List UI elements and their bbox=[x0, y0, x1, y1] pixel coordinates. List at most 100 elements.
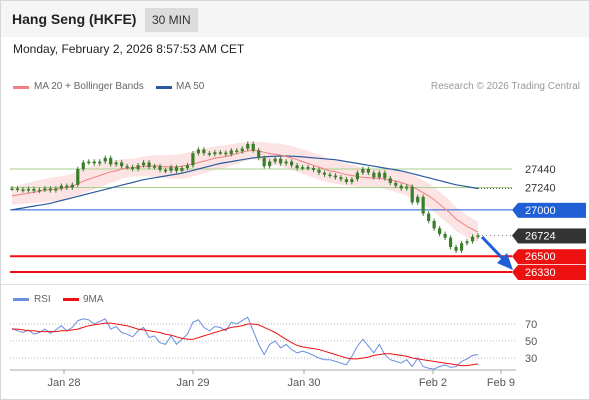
x-tick-label: Jan 29 bbox=[176, 377, 209, 389]
price-candle bbox=[207, 153, 211, 155]
price-candle bbox=[427, 213, 431, 221]
rsi-tick-70: 70 bbox=[525, 319, 537, 331]
price-candle bbox=[169, 167, 173, 171]
price-candle bbox=[284, 161, 288, 164]
price-candle bbox=[59, 185, 63, 189]
price-candle bbox=[70, 184, 74, 188]
level-label-pointer-26500 bbox=[512, 249, 518, 265]
price-candle bbox=[394, 182, 398, 186]
rsi-ma-legend-swatch bbox=[63, 298, 79, 301]
level-label-box-26330 bbox=[518, 265, 586, 280]
rsi-ma-line bbox=[12, 322, 479, 367]
level-label-26724: 26724 bbox=[525, 230, 556, 242]
x-tick-label: Feb 2 bbox=[419, 377, 447, 389]
price-candle bbox=[48, 188, 52, 191]
price-candle bbox=[87, 161, 91, 164]
price-candle bbox=[268, 161, 272, 167]
price-candle bbox=[438, 228, 442, 234]
price-candle bbox=[15, 188, 20, 190]
price-candle bbox=[37, 189, 42, 192]
level-label-26500: 26500 bbox=[525, 251, 556, 263]
price-candle bbox=[235, 150, 239, 152]
price-candle bbox=[350, 179, 354, 182]
ma20-legend-label: MA 20 + Bollinger Bands bbox=[34, 81, 144, 92]
price-candle bbox=[290, 161, 294, 166]
price-candle bbox=[125, 166, 129, 168]
price-candle bbox=[109, 157, 113, 165]
ma50-legend-label: MA 50 bbox=[176, 81, 205, 92]
ma20-line bbox=[11, 149, 479, 233]
price-candle bbox=[174, 167, 179, 171]
price-candle bbox=[476, 235, 480, 237]
trend-arrow-shaft bbox=[480, 235, 508, 264]
price-candle bbox=[306, 167, 310, 169]
ma50-legend-swatch bbox=[156, 86, 172, 89]
trend-arrow-head bbox=[497, 253, 513, 270]
price-candle bbox=[273, 158, 277, 162]
price-candle bbox=[202, 149, 206, 154]
timeframe-badge[interactable]: 30 MIN bbox=[145, 8, 198, 32]
price-candle bbox=[131, 167, 135, 169]
level-label-pointer-27000 bbox=[512, 202, 518, 218]
level-label-27000: 27000 bbox=[525, 205, 556, 217]
price-candle bbox=[383, 172, 387, 179]
price-candle bbox=[240, 148, 244, 152]
level-label-27240: 27240 bbox=[525, 183, 556, 195]
price-candle bbox=[399, 185, 403, 189]
price-candle bbox=[279, 158, 283, 164]
price-candle bbox=[257, 150, 261, 158]
rsi-ma-legend-label: 9MA bbox=[83, 294, 104, 305]
price-candle bbox=[185, 165, 190, 169]
x-tick-label: Jan 30 bbox=[287, 377, 320, 389]
ma50-line bbox=[11, 155, 479, 211]
rsi-line bbox=[11, 316, 479, 370]
price-candle bbox=[361, 169, 365, 173]
price-candle bbox=[229, 150, 233, 155]
price-candle bbox=[322, 172, 327, 175]
price-candle bbox=[213, 152, 217, 155]
level-label-pointer-26724 bbox=[512, 228, 518, 244]
price-candle bbox=[141, 162, 146, 166]
price-candle bbox=[81, 162, 85, 169]
price-candle bbox=[10, 188, 14, 190]
price-candle bbox=[103, 157, 107, 162]
rsi-legend-label: RSI bbox=[34, 294, 51, 305]
price-candle bbox=[147, 162, 151, 168]
price-candle bbox=[355, 172, 359, 180]
price-candle bbox=[251, 143, 255, 151]
price-candle bbox=[136, 165, 140, 169]
bollinger-band bbox=[12, 141, 478, 243]
price-candle bbox=[377, 172, 381, 178]
price-candle bbox=[372, 172, 376, 178]
price-candle bbox=[120, 162, 124, 167]
price-candle bbox=[76, 169, 80, 185]
price-candle bbox=[92, 161, 96, 164]
price-candle bbox=[191, 153, 195, 166]
price-candle bbox=[470, 236, 475, 242]
price-candle bbox=[224, 152, 228, 155]
price-candle bbox=[366, 169, 370, 173]
price-candle bbox=[333, 175, 338, 178]
price-candle bbox=[416, 196, 420, 203]
level-label-26330: 26330 bbox=[525, 267, 556, 279]
price-candle bbox=[465, 241, 469, 244]
price-candle bbox=[448, 237, 453, 247]
price-candle bbox=[328, 174, 332, 177]
level-label-pointer-26330 bbox=[512, 265, 518, 280]
price-candle bbox=[114, 162, 118, 165]
price-candle bbox=[196, 149, 200, 154]
price-candle bbox=[180, 168, 184, 171]
price-candle bbox=[32, 188, 36, 191]
price-candle bbox=[21, 189, 25, 191]
price-candle bbox=[98, 161, 102, 164]
price-candle bbox=[163, 169, 168, 172]
price-candle bbox=[454, 246, 458, 251]
price-candle bbox=[300, 167, 305, 169]
price-candle bbox=[54, 188, 58, 191]
price-candle bbox=[459, 243, 464, 251]
instrument-title: Hang Seng (HKFE) bbox=[12, 11, 137, 27]
level-label-27440: 27440 bbox=[525, 164, 556, 176]
rsi-legend-swatch bbox=[13, 298, 29, 301]
